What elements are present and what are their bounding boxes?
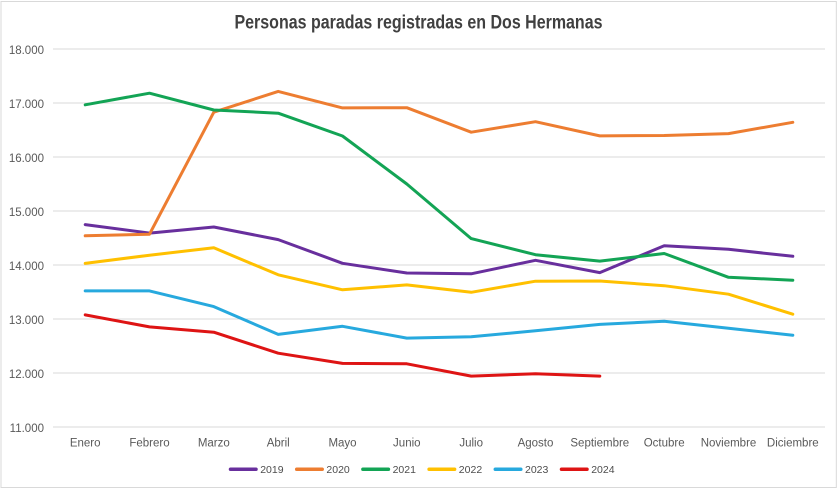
svg-text:Noviembre: Noviembre — [701, 438, 757, 450]
svg-text:Abril: Abril — [267, 438, 290, 450]
svg-text:Julio: Julio — [459, 438, 483, 450]
svg-text:17.000: 17.000 — [9, 99, 44, 111]
svg-text:Agosto: Agosto — [518, 438, 554, 450]
svg-text:2024: 2024 — [591, 464, 615, 476]
svg-text:Diciembre: Diciembre — [767, 438, 819, 450]
svg-text:Junio: Junio — [393, 438, 421, 450]
svg-text:2022: 2022 — [459, 464, 483, 476]
svg-text:Febrero: Febrero — [129, 438, 169, 450]
svg-text:11.000: 11.000 — [10, 423, 44, 435]
svg-text:Mayo: Mayo — [328, 438, 356, 450]
svg-text:Enero: Enero — [70, 438, 101, 450]
svg-text:Octubre: Octubre — [644, 438, 685, 450]
svg-text:14.000: 14.000 — [9, 261, 44, 273]
svg-text:2019: 2019 — [260, 464, 284, 476]
svg-text:2023: 2023 — [525, 464, 549, 476]
svg-text:15.000: 15.000 — [9, 207, 44, 219]
svg-text:18.000: 18.000 — [9, 45, 44, 57]
svg-text:12.000: 12.000 — [9, 369, 44, 381]
svg-text:16.000: 16.000 — [9, 153, 44, 165]
svg-text:2020: 2020 — [326, 464, 350, 476]
svg-text:2021: 2021 — [393, 464, 417, 476]
svg-text:Personas paradas registradas e: Personas paradas registradas en Dos Herm… — [235, 12, 603, 34]
svg-text:13.000: 13.000 — [9, 315, 44, 327]
svg-text:Septiembre: Septiembre — [570, 438, 629, 450]
svg-text:Marzo: Marzo — [198, 438, 230, 450]
